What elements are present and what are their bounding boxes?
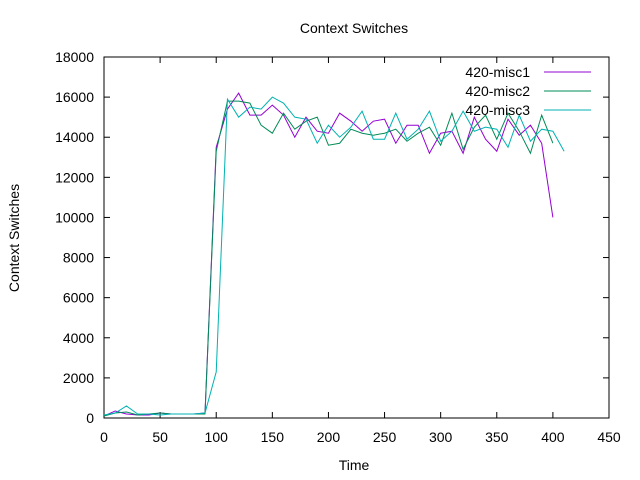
series-line-420-misc3: [103, 96, 565, 416]
x-tick-label: 0: [100, 429, 108, 445]
y-tick-label: 0: [86, 410, 94, 426]
x-tick-label: 200: [317, 429, 341, 445]
y-axis: 0 2000 4000 6000 8000 10000 12000 14000 16000 180…: [55, 49, 609, 426]
chart-title: Context Switches: [300, 20, 408, 36]
y-tick-label: 16000: [55, 89, 94, 105]
y-axis-label: Context Switches: [6, 184, 22, 292]
x-axis-label: Time: [339, 457, 370, 473]
x-tick-label: 400: [541, 429, 565, 445]
series-lines: [103, 92, 565, 417]
x-tick-label: 300: [429, 429, 453, 445]
x-tick-label: 50: [152, 429, 168, 445]
x-tick-label: 350: [485, 429, 509, 445]
x-axis: 0 50 100 150 200 250 300 350 400 450: [100, 57, 621, 445]
x-tick-label: 250: [373, 429, 397, 445]
legend: 420-misc1 420-misc2 420-misc3: [465, 64, 591, 118]
y-tick-label: 14000: [55, 129, 94, 145]
plot-frame: [103, 56, 610, 419]
x-tick-label: 450: [597, 429, 621, 445]
x-tick-label: 100: [205, 429, 229, 445]
y-tick-label: 10000: [55, 209, 94, 225]
series-line-420-misc2: [103, 100, 554, 417]
legend-label: 420-misc1: [465, 64, 530, 80]
y-tick-label: 8000: [63, 250, 94, 266]
legend-label: 420-misc3: [465, 102, 530, 118]
y-tick-label: 18000: [55, 49, 94, 65]
y-tick-label: 4000: [63, 330, 94, 346]
legend-label: 420-misc2: [465, 83, 530, 99]
y-tick-label: 6000: [63, 290, 94, 306]
y-tick-label: 2000: [63, 370, 94, 386]
series-line-420-misc1: [103, 92, 554, 417]
x-tick-label: 150: [261, 429, 285, 445]
y-tick-label: 12000: [55, 169, 94, 185]
